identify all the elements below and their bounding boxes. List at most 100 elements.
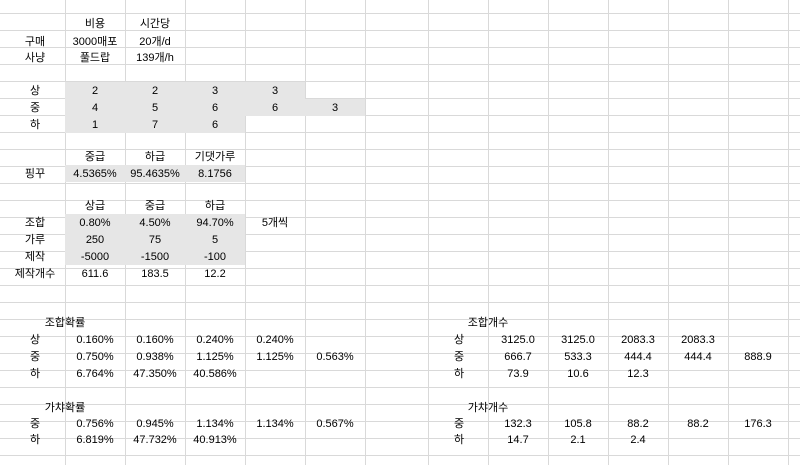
craft-cell[interactable]: 250 (85, 234, 105, 246)
combo-prob-label[interactable]: 중 (29, 351, 41, 363)
combo-prob-cell[interactable]: 0.160% (136, 334, 174, 346)
combo-count-title[interactable]: 조합개수 (467, 317, 509, 329)
combo-count-label[interactable]: 중 (454, 351, 465, 363)
combo-prob-cell[interactable]: 1.125% (196, 351, 234, 363)
combo-count-cell[interactable]: 2083.3 (681, 334, 715, 346)
combo-prob-cell[interactable]: 1.125% (256, 351, 294, 363)
gacha-count-cell[interactable]: 2.4 (630, 434, 646, 446)
craft-cell[interactable]: 94.70% (196, 217, 234, 229)
pinggu-value[interactable]: 4.5365% (73, 168, 117, 180)
grade-cell[interactable]: 2 (91, 85, 99, 97)
combo-prob-cell[interactable]: 0.240% (196, 334, 234, 346)
pinggu-header[interactable]: 하급 (144, 151, 166, 163)
header-rate[interactable]: 시간당 (139, 18, 171, 30)
combo-count-cell[interactable]: 533.3 (564, 351, 592, 363)
grade-cell[interactable]: 3 (331, 102, 339, 114)
craft-label-make[interactable]: 제작 (24, 251, 46, 263)
gacha-prob-cell[interactable]: 1.134% (196, 418, 234, 430)
combo-count-label[interactable]: 상 (454, 334, 465, 346)
gacha-count-label[interactable]: 하 (454, 434, 465, 446)
craft-note[interactable]: 5개씩 (261, 217, 289, 229)
grade-label-mid[interactable]: 중 (29, 102, 41, 114)
combo-count-cell[interactable]: 2083.3 (621, 334, 655, 346)
gacha-prob-label[interactable]: 하 (29, 434, 41, 446)
combo-prob-cell[interactable]: 0.750% (76, 351, 114, 363)
craft-cell[interactable]: -100 (203, 251, 227, 263)
combo-count-cell[interactable]: 10.6 (567, 368, 589, 380)
grade-label-low[interactable]: 하 (29, 119, 41, 131)
row-label-hunt[interactable]: 사냥 (24, 52, 46, 64)
combo-prob-cell[interactable]: 47.350% (133, 368, 177, 380)
grade-cell[interactable]: 3 (271, 85, 279, 97)
gacha-count-label[interactable]: 중 (454, 418, 465, 430)
pinggu-label[interactable]: 핑꾸 (24, 168, 46, 180)
craft-label-powder[interactable]: 가루 (24, 234, 46, 246)
craft-label-combo[interactable]: 조합 (24, 217, 46, 229)
gacha-count-cell[interactable]: 2.1 (570, 434, 586, 446)
grade-cell[interactable]: 2 (151, 85, 159, 97)
combo-count-cell[interactable]: 73.9 (507, 368, 529, 380)
craft-cell[interactable]: 75 (148, 234, 162, 246)
grade-cell[interactable]: 5 (151, 102, 159, 114)
craft-header[interactable]: 상급 (84, 200, 106, 212)
combo-prob-label[interactable]: 하 (29, 368, 41, 380)
gacha-count-cell[interactable]: 88.2 (627, 418, 649, 430)
grade-cell[interactable]: 3 (211, 85, 219, 97)
pinggu-value[interactable]: 95.4635% (130, 168, 180, 180)
craft-header[interactable]: 하급 (204, 200, 226, 212)
craft-cell[interactable]: 611.6 (81, 268, 109, 280)
purchase-cost[interactable]: 3000매포 (72, 36, 118, 48)
pinggu-header[interactable]: 중급 (84, 151, 106, 163)
gacha-prob-cell[interactable]: 6.819% (76, 434, 114, 446)
combo-prob-cell[interactable]: 0.563% (316, 351, 354, 363)
grade-cell[interactable]: 7 (151, 119, 159, 131)
hunt-rate[interactable]: 139개/h (136, 52, 174, 64)
combo-count-cell[interactable]: 444.4 (624, 351, 652, 363)
craft-cell[interactable]: 183.5 (141, 268, 169, 280)
hunt-cost[interactable]: 풀드랍 (79, 52, 111, 64)
combo-prob-label[interactable]: 상 (29, 334, 41, 346)
gacha-prob-cell[interactable]: 40.913% (193, 434, 237, 446)
header-cost[interactable]: 비용 (84, 18, 106, 30)
craft-cell[interactable]: -5000 (80, 251, 110, 263)
combo-count-cell[interactable]: 444.4 (684, 351, 712, 363)
combo-prob-title[interactable]: 조합확률 (44, 317, 86, 329)
gacha-count-cell[interactable]: 88.2 (687, 418, 709, 430)
combo-count-label[interactable]: 하 (454, 368, 465, 380)
combo-prob-cell[interactable]: 6.764% (76, 368, 114, 380)
gacha-count-cell[interactable]: 105.8 (564, 418, 592, 430)
gacha-prob-cell[interactable]: 0.756% (76, 418, 114, 430)
gacha-prob-cell[interactable]: 47.732% (133, 434, 177, 446)
craft-cell[interactable]: 0.80% (79, 217, 111, 229)
combo-prob-cell[interactable]: 0.938% (136, 351, 174, 363)
grade-cell[interactable]: 1 (91, 119, 99, 131)
combo-count-cell[interactable]: 666.7 (504, 351, 532, 363)
grade-cell[interactable]: 6 (211, 119, 219, 131)
gacha-count-cell[interactable]: 132.3 (504, 418, 532, 430)
combo-count-cell[interactable]: 3125.0 (501, 334, 535, 346)
row-label-purchase[interactable]: 구매 (24, 36, 46, 48)
grade-cell[interactable]: 6 (271, 102, 279, 114)
craft-cell[interactable]: -1500 (140, 251, 170, 263)
craft-cell[interactable]: 12.2 (204, 268, 226, 280)
gacha-prob-cell[interactable]: 0.945% (136, 418, 174, 430)
craft-header[interactable]: 중급 (144, 200, 166, 212)
pinggu-value[interactable]: 8.1756 (198, 168, 232, 180)
grade-label-top[interactable]: 상 (29, 85, 41, 97)
gacha-prob-cell[interactable]: 1.134% (256, 418, 294, 430)
gacha-prob-title[interactable]: 가챠확률 (44, 402, 86, 414)
craft-cell[interactable]: 4.50% (139, 217, 171, 229)
combo-prob-cell[interactable]: 40.586% (193, 368, 237, 380)
combo-prob-cell[interactable]: 0.160% (76, 334, 114, 346)
grade-cell[interactable]: 4 (91, 102, 99, 114)
gacha-count-title[interactable]: 가챠개수 (467, 402, 509, 414)
combo-count-cell[interactable]: 12.3 (627, 368, 649, 380)
combo-prob-cell[interactable]: 0.240% (256, 334, 294, 346)
pinggu-header[interactable]: 기댓가루 (194, 151, 236, 163)
craft-cell[interactable]: 5 (211, 234, 219, 246)
grade-cell[interactable]: 6 (211, 102, 219, 114)
gacha-prob-label[interactable]: 중 (29, 418, 41, 430)
craft-label-count[interactable]: 제작개수 (14, 268, 56, 280)
combo-count-cell[interactable]: 3125.0 (561, 334, 595, 346)
